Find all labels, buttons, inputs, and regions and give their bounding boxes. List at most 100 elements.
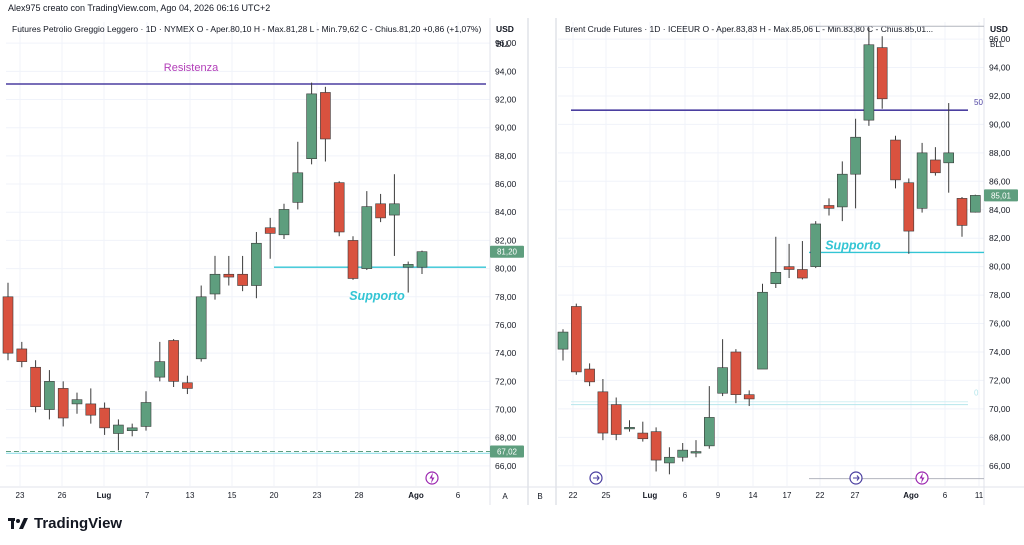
candle <box>597 379 609 441</box>
candle <box>956 196 968 237</box>
candle <box>264 217 276 259</box>
candle-body <box>264 227 276 234</box>
candle-body <box>690 451 702 454</box>
candle-body <box>347 240 359 279</box>
candle <box>154 341 166 382</box>
price-badge-label: 85,01 <box>991 191 1012 200</box>
lightning-event-glyph <box>919 472 925 484</box>
x-tick-label: 13 <box>186 491 195 500</box>
candle-body <box>969 195 981 213</box>
candle <box>375 193 386 223</box>
y-tick-label: 80,00 <box>495 264 517 274</box>
y-tick-label: 78,00 <box>989 290 1011 300</box>
candle <box>126 423 138 437</box>
tradingview-logo[interactable]: TradingView <box>8 515 122 532</box>
y-tick-label: 90,00 <box>989 119 1011 129</box>
candle <box>2 282 14 361</box>
support-label: Supporto <box>349 289 405 303</box>
axis-unit: BLL <box>990 40 1005 49</box>
candle-body <box>278 209 290 236</box>
x-tick-label: 11 <box>975 491 984 500</box>
candle-body <box>730 351 742 395</box>
candle-body <box>71 399 83 405</box>
x-tick-label: 6 <box>683 491 688 500</box>
candle <box>209 255 221 300</box>
y-tick-label: 94,00 <box>495 66 517 76</box>
candle <box>182 375 193 395</box>
candle-body <box>306 93 317 159</box>
candle-body <box>168 340 179 382</box>
candle-body <box>664 456 675 464</box>
candle-body <box>930 159 941 174</box>
candle-body <box>757 291 768 370</box>
candle <box>730 349 742 404</box>
candle-body <box>30 366 41 408</box>
candle-body <box>154 361 166 378</box>
x-tick-label: 23 <box>16 491 25 500</box>
x-tick-label: 15 <box>228 491 237 500</box>
y-tick-label: 72,00 <box>495 376 517 386</box>
candle <box>903 178 915 254</box>
candle-body <box>99 407 110 429</box>
pane-letter: A <box>502 492 508 501</box>
candle <box>57 381 69 427</box>
candle <box>624 420 635 432</box>
candle-body <box>251 242 262 286</box>
candle <box>757 283 768 370</box>
y-tick-label: 74,00 <box>495 348 517 358</box>
candle <box>584 363 595 387</box>
candle <box>223 255 235 286</box>
y-tick-label: 76,00 <box>495 320 517 330</box>
pane-letter: B <box>537 492 542 501</box>
y-tick-label: 78,00 <box>495 292 517 302</box>
candle-body <box>140 402 152 427</box>
candle-body <box>375 203 386 219</box>
candle-body <box>637 432 649 440</box>
x-tick-label: Ago <box>903 491 919 500</box>
y-tick-label: 92,00 <box>989 91 1011 101</box>
y-tick-label: 80,00 <box>989 262 1011 272</box>
y-tick-label: 70,00 <box>989 404 1011 414</box>
candle-body <box>333 182 345 233</box>
candle-body <box>823 205 835 209</box>
candle <box>278 203 290 240</box>
x-tick-label: 22 <box>816 491 825 500</box>
x-tick-label: 7 <box>145 491 150 500</box>
dual-chart-canvas[interactable]: 66,00 68,00 70,00 72,00 74,00 76,00 78,00 80,00… <box>0 0 1024 510</box>
candle-body <box>943 152 955 164</box>
candle-body <box>584 368 595 383</box>
y-tick-label: 66,00 <box>989 461 1011 471</box>
candle <box>823 198 835 216</box>
candle-body <box>361 206 373 269</box>
candle <box>637 421 649 442</box>
candle <box>717 339 728 397</box>
candle <box>168 339 179 387</box>
y-tick-label: 68,00 <box>989 432 1011 442</box>
x-tick-label: Lug <box>643 491 658 500</box>
candle-body <box>677 449 689 458</box>
candle <box>389 174 400 256</box>
candle <box>195 285 207 362</box>
axis-currency: USD <box>496 24 514 34</box>
candle <box>292 141 304 210</box>
y-tick-label: 66,00 <box>495 461 517 471</box>
candle <box>30 360 41 413</box>
lightning-event-glyph <box>429 472 435 484</box>
y-tick-label: 90,00 <box>495 123 517 133</box>
candle <box>743 390 755 407</box>
candle-body <box>810 223 822 267</box>
candle <box>557 329 569 361</box>
candle <box>85 388 97 424</box>
y-tick-label: 84,00 <box>989 205 1011 215</box>
candle <box>770 236 782 288</box>
y-tick-label: 96,00 <box>495 38 517 48</box>
candle-body <box>850 136 861 175</box>
candle-body <box>44 381 55 410</box>
candle-body <box>223 273 235 278</box>
candle-body <box>624 427 635 430</box>
candle <box>610 397 622 441</box>
candle-body <box>650 431 662 461</box>
price-badge-label: 81,20 <box>497 248 518 257</box>
candle <box>402 261 414 293</box>
candle <box>969 194 981 213</box>
